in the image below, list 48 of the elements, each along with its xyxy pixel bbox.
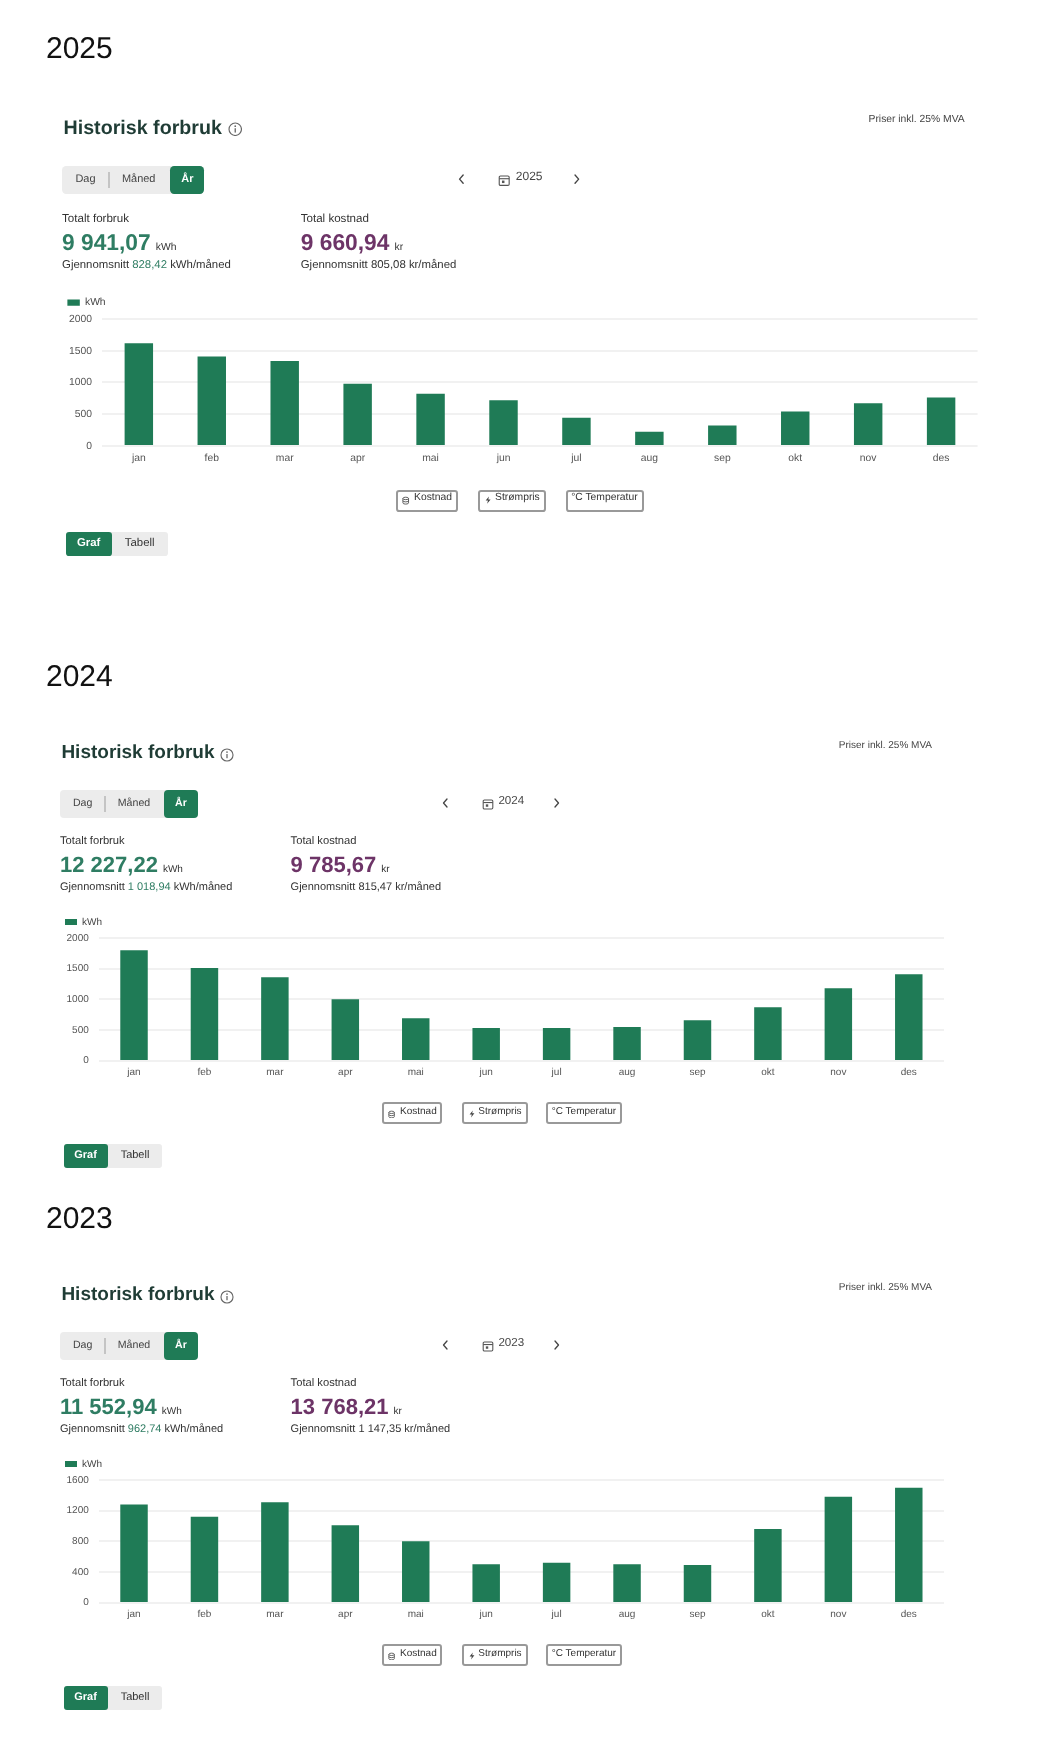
bar: [261, 977, 289, 1060]
bar: [613, 1026, 641, 1060]
bar: [331, 1525, 360, 1602]
bar: [120, 1504, 148, 1602]
bar: [416, 393, 445, 445]
bar: [895, 974, 923, 1060]
text: 12 227,22: [60, 853, 158, 880]
bar: [402, 1018, 430, 1060]
bar: [754, 1529, 782, 1602]
bar: [853, 403, 883, 445]
bar: [331, 999, 360, 1060]
bar: [542, 1028, 571, 1060]
bar: [190, 1516, 219, 1602]
bar: [683, 1565, 712, 1602]
text: 11 552,94: [60, 1395, 157, 1422]
chart-title: Historisk forbruk: [63, 117, 222, 141]
text: 2024: [46, 660, 113, 695]
text: 13 768,21: [290, 1395, 389, 1422]
bar: [683, 1020, 712, 1060]
bar: [124, 343, 153, 445]
bar: [343, 383, 372, 445]
bar: [120, 950, 148, 1060]
bar: [824, 1496, 853, 1602]
bar: [197, 356, 226, 445]
bar: [780, 411, 810, 445]
bar: [402, 1541, 430, 1602]
text: 2025: [46, 32, 113, 67]
chart-title: Historisk forbruk: [61, 741, 215, 766]
bar: [190, 968, 219, 1060]
bar: [472, 1028, 500, 1060]
bar: [824, 988, 853, 1060]
bar: [270, 360, 299, 445]
bar: [754, 1007, 782, 1060]
text: 9 660,94: [300, 231, 390, 259]
bar: [613, 1564, 641, 1602]
chart-title: Historisk forbruk: [61, 1283, 215, 1308]
bar: [562, 417, 591, 445]
bar: [707, 425, 737, 445]
bar: [635, 431, 664, 445]
bar: [261, 1502, 289, 1602]
bar: [926, 397, 956, 445]
text: 9 785,67: [290, 853, 377, 880]
bar: [895, 1487, 923, 1602]
bar: [489, 400, 518, 445]
bar: [542, 1562, 571, 1602]
bar: [472, 1564, 500, 1602]
text: 9 941,07: [62, 231, 151, 259]
text: 2023: [46, 1202, 113, 1237]
